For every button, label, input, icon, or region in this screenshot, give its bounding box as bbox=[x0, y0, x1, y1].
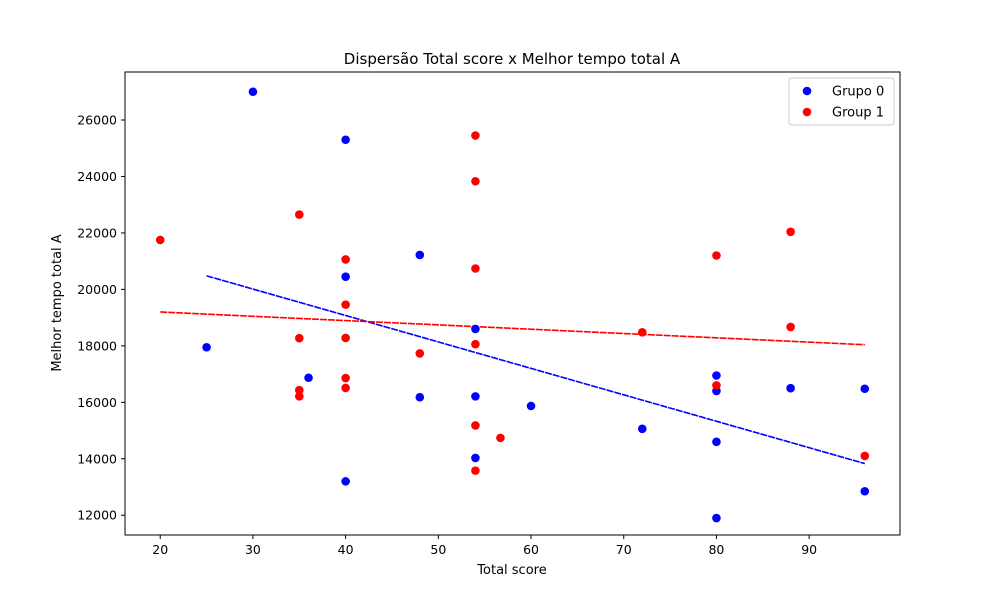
data-point-series-1-22 bbox=[786, 322, 795, 332]
plot-frame bbox=[124, 71, 901, 536]
data-point-series-1-5 bbox=[341, 255, 350, 264]
data-point-series-0-19 bbox=[860, 486, 870, 496]
data-point-series-0-5 bbox=[341, 477, 350, 486]
legend-label-0: Grupo 0 bbox=[832, 85, 884, 100]
x-tick-label: 80 bbox=[708, 542, 724, 557]
x-tick-label: 90 bbox=[801, 542, 817, 557]
y-tick-label: 20000 bbox=[77, 282, 117, 297]
data-point-series-1-3 bbox=[294, 385, 304, 395]
legend-label-1: Group 1 bbox=[832, 106, 884, 121]
data-point-series-1-9 bbox=[341, 383, 350, 393]
data-point-series-1-1 bbox=[294, 210, 304, 219]
y-tick-label: 22000 bbox=[77, 225, 117, 240]
trendline-series-0 bbox=[206, 275, 865, 465]
data-point-series-1-16 bbox=[471, 466, 480, 475]
data-point-series-0-17 bbox=[786, 383, 795, 393]
y-tick-label: 26000 bbox=[77, 112, 117, 127]
data-point-series-0-13 bbox=[712, 371, 721, 380]
x-tick-label: 50 bbox=[430, 542, 446, 557]
data-point-series-1-12 bbox=[471, 176, 480, 186]
data-point-series-1-7 bbox=[341, 333, 350, 343]
y-tick-label: 24000 bbox=[77, 169, 117, 184]
legend-box bbox=[788, 77, 895, 126]
data-point-series-1-19 bbox=[712, 251, 721, 260]
x-tick-label: 60 bbox=[523, 542, 539, 557]
data-point-series-1-11 bbox=[471, 131, 480, 140]
y-tick-label: 18000 bbox=[77, 338, 117, 353]
y-tick-label: 14000 bbox=[77, 451, 117, 466]
data-point-series-1-4 bbox=[294, 392, 304, 401]
data-point-series-1-8 bbox=[341, 373, 350, 383]
data-point-series-1-17 bbox=[496, 433, 505, 443]
x-axis-label: Total score bbox=[476, 563, 546, 578]
data-point-series-0-3 bbox=[341, 135, 350, 145]
data-point-series-0-4 bbox=[341, 272, 350, 281]
data-point-series-1-20 bbox=[712, 381, 721, 390]
data-point-series-0-12 bbox=[637, 424, 647, 434]
chart-title: Dispersão Total score x Melhor tempo tot… bbox=[344, 50, 681, 68]
y-tick-label: 12000 bbox=[77, 508, 117, 523]
data-point-series-0-0 bbox=[202, 342, 211, 352]
data-point-series-1-10 bbox=[415, 349, 425, 358]
x-tick-label: 30 bbox=[245, 542, 261, 557]
y-axis-label: Melhor tempo total A bbox=[50, 234, 65, 371]
legend-marker-1 bbox=[802, 107, 812, 117]
data-point-series-1-18 bbox=[637, 327, 647, 337]
y-tick-label: 16000 bbox=[77, 395, 117, 410]
data-point-series-1-14 bbox=[471, 339, 480, 349]
data-point-series-1-15 bbox=[471, 421, 480, 430]
x-tick-label: 40 bbox=[338, 542, 354, 557]
data-point-series-1-0 bbox=[155, 235, 165, 245]
data-point-series-0-15 bbox=[712, 437, 721, 447]
data-point-series-0-10 bbox=[471, 453, 480, 463]
data-point-series-0-2 bbox=[304, 373, 313, 383]
data-point-series-1-23 bbox=[860, 451, 870, 461]
data-point-series-0-8 bbox=[471, 324, 480, 334]
x-tick-label: 70 bbox=[616, 542, 632, 557]
data-point-series-1-21 bbox=[786, 227, 795, 237]
legend-marker-0 bbox=[802, 86, 812, 96]
data-point-series-0-11 bbox=[526, 401, 536, 411]
data-point-series-1-13 bbox=[471, 264, 480, 273]
data-point-series-0-1 bbox=[248, 87, 258, 97]
plot-area: 20 30 40 50 60 70 80 90 12000 14000 16000 18000 2000… bbox=[77, 71, 901, 557]
data-point-series-1-2 bbox=[294, 333, 304, 343]
data-point-series-0-18 bbox=[860, 384, 870, 394]
data-point-series-0-9 bbox=[471, 392, 480, 401]
x-tick-label: 20 bbox=[152, 542, 168, 557]
data-point-series-0-7 bbox=[415, 392, 425, 402]
data-point-series-1-6 bbox=[341, 300, 350, 309]
data-point-series-0-6 bbox=[415, 250, 425, 260]
legend: Grupo 0 Group 1 bbox=[788, 77, 895, 126]
data-point-series-0-16 bbox=[712, 513, 721, 523]
trendline-series-1 bbox=[160, 311, 865, 346]
